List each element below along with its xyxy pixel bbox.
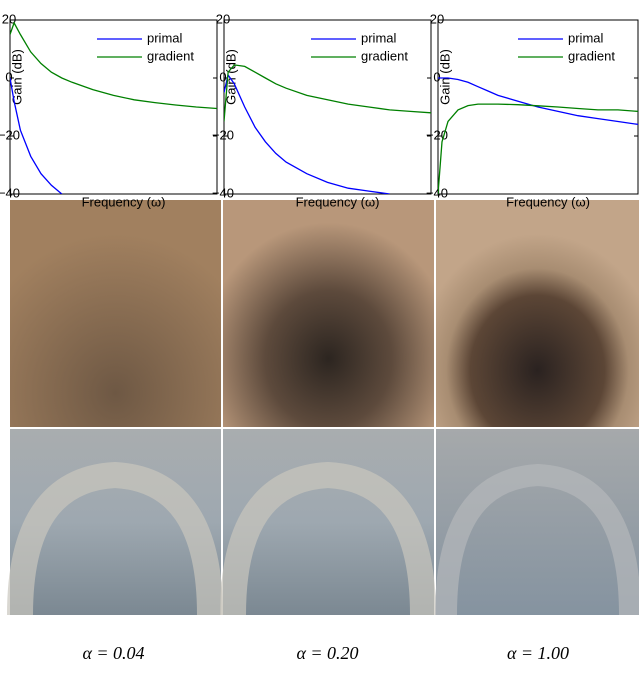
legend-label: primal — [361, 30, 397, 45]
caption: α = 0.20 — [296, 643, 358, 663]
x-axis-label: Frequency (ω) — [296, 194, 380, 209]
x-axis-label: Frequency (ω) — [82, 194, 166, 209]
series-line — [224, 75, 390, 194]
y-tick-label: 20 — [216, 11, 230, 26]
caption: α = 0.04 — [82, 643, 144, 663]
y-tick-label: −40 — [426, 185, 448, 200]
legend-label: gradient — [361, 48, 408, 63]
image — [223, 200, 434, 427]
axes-box — [224, 20, 431, 194]
figure: −40−20020Gain (dB)Frequency (ω)primalgra… — [0, 0, 639, 671]
caption: α = 1.00 — [507, 643, 569, 663]
series-line — [10, 23, 217, 109]
legend-label: primal — [147, 30, 183, 45]
y-axis-label: Gain (dB) — [437, 49, 452, 105]
image — [436, 200, 639, 427]
y-tick-label: 20 — [430, 11, 444, 26]
series-line — [438, 78, 638, 124]
images — [10, 200, 639, 615]
y-axis-label: Gain (dB) — [9, 49, 24, 105]
legend-label: gradient — [568, 48, 615, 63]
y-tick-label: −20 — [426, 127, 448, 142]
y-tick-label: −20 — [212, 127, 234, 142]
series-line — [224, 65, 431, 122]
y-tick-label: −40 — [212, 185, 234, 200]
image — [10, 200, 221, 427]
legend-label: gradient — [147, 48, 194, 63]
series-line — [438, 104, 638, 194]
legend-label: primal — [568, 30, 604, 45]
axes-box — [10, 20, 217, 194]
x-axis-label: Frequency (ω) — [506, 194, 590, 209]
